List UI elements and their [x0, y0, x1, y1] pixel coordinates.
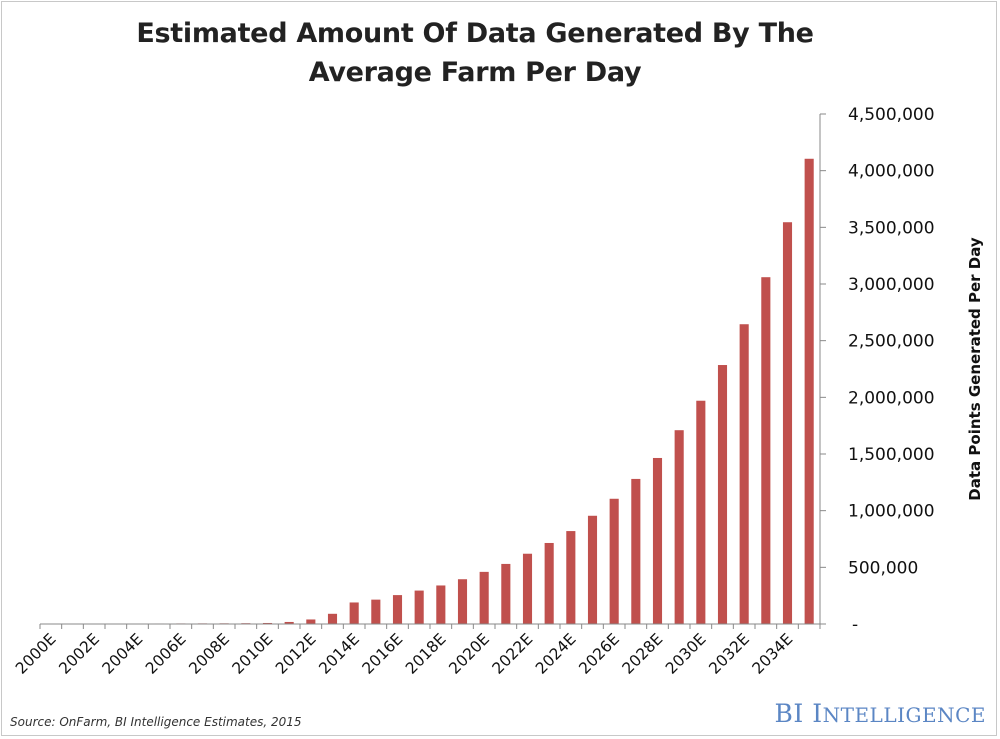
bar-series: [46, 158, 814, 625]
bar-2023E: [544, 542, 554, 624]
chart-title-line-2: Average Farm Per Day: [308, 57, 642, 88]
x-tick-label: 2006E: [142, 630, 190, 678]
chart-title: Estimated Amount Of Data Generated By Th…: [40, 14, 910, 92]
bar-2024E: [566, 531, 576, 624]
x-tick-label: 2010E: [229, 630, 277, 678]
x-tick-label: 2032E: [705, 630, 753, 678]
x-tick-label: 2014E: [315, 630, 363, 678]
y-tick-label: 1,500,000: [848, 445, 935, 465]
x-tick-label: 2004E: [99, 630, 147, 678]
brand-initials: BI: [774, 699, 804, 728]
y-tick-label: 4,000,000: [848, 162, 935, 182]
y-tick-label: 2,500,000: [848, 332, 935, 352]
x-tick-label: 2012E: [272, 630, 320, 678]
bar-2019E: [457, 579, 468, 624]
bar-2014E: [349, 602, 359, 624]
bar-2031E: [717, 365, 728, 624]
bar-2017E: [414, 590, 424, 624]
bar-2032E: [739, 324, 749, 624]
x-tick-label: 2008E: [185, 630, 233, 678]
brand-name: INTELLIGENCE: [812, 699, 986, 728]
bi-intelligence-logo: BI INTELLIGENCE: [775, 699, 986, 728]
x-tick-label: 2020E: [445, 630, 493, 678]
bar-2020E: [479, 571, 489, 624]
y-tick-label: 3,500,000: [848, 218, 935, 238]
bar-2034E: [782, 222, 793, 625]
x-tick-label: 2030E: [662, 630, 710, 678]
y-tick-label: 1,000,000: [848, 502, 935, 522]
bar-2021E: [501, 563, 511, 624]
y-axis-ticks: - 500,000 1,000,000 1,500,000 2,000,000 2,500…: [820, 105, 935, 635]
x-tick-label: 2026E: [575, 630, 623, 678]
y-axis-label: Data Points Generated Per Day: [966, 237, 984, 501]
bar-2013E: [327, 613, 338, 624]
bar-2012E: [306, 619, 316, 624]
bar-2029E: [674, 430, 684, 624]
bar-2010E: [262, 622, 273, 624]
x-tick-label: 2018E: [402, 630, 450, 678]
y-tick-label: -: [852, 615, 858, 635]
x-tick-label: 2016E: [359, 630, 407, 678]
x-axis-ticks: 2000E2002E2004E2006E2008E2010E2012E2014E…: [12, 624, 821, 678]
bar-2018E: [436, 585, 446, 624]
x-tick-label: 2002E: [55, 630, 103, 678]
chart-title-line-1: Estimated Amount Of Data Generated By Th…: [136, 18, 814, 49]
bar-2033E: [761, 277, 771, 624]
x-tick-label: 2034E: [749, 630, 797, 678]
bar-2027E: [631, 478, 641, 624]
source-note: Source: OnFarm, BI Intelligence Estimate…: [10, 715, 302, 729]
y-tick-label: 2,000,000: [848, 388, 935, 408]
bar-2016E: [392, 595, 403, 624]
bar-2035E: [804, 158, 814, 624]
bar-2011E: [284, 621, 294, 624]
y-tick-label: 4,500,000: [848, 105, 935, 125]
bar-2015E: [371, 599, 381, 624]
y-tick-label: 3,000,000: [848, 275, 935, 295]
bar-2028E: [652, 457, 663, 624]
y-tick-label: 500,000: [848, 558, 918, 578]
bar-2025E: [587, 515, 598, 624]
bar-2022E: [522, 553, 533, 624]
x-tick-label: 2000E: [12, 630, 60, 678]
x-tick-label: 2024E: [532, 630, 580, 678]
bar-2030E: [696, 400, 706, 624]
bar-2026E: [609, 498, 619, 624]
x-tick-label: 2028E: [619, 630, 667, 678]
x-tick-label: 2022E: [489, 630, 537, 678]
